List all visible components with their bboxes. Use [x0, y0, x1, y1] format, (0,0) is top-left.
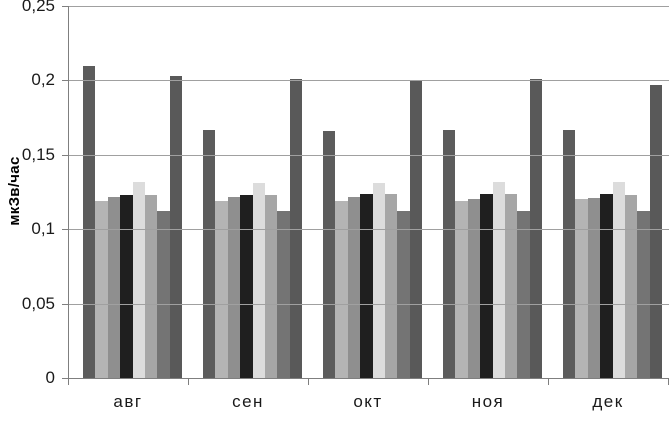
bar-group-ноя: [429, 6, 549, 378]
plot-area: [68, 6, 669, 379]
y-tick-label: 0,25: [21, 0, 55, 15]
bar-series-7-сен: [277, 211, 290, 378]
x-tick-label-дек: дек: [592, 392, 624, 411]
bar-groups: [69, 6, 669, 378]
bar-series-7-дек: [637, 211, 650, 378]
bar-series-1-дек: [563, 129, 576, 378]
x-axis-tick: [668, 379, 669, 385]
bar-series-8-авг: [169, 75, 182, 378]
bar-series-7-ноя: [517, 211, 530, 378]
bar-series-8-сен: [289, 78, 302, 378]
bar-group-окт: [309, 6, 429, 378]
bar-series-7-авг: [157, 211, 170, 378]
bar-series-2-дек: [575, 199, 588, 378]
bar-series-6-авг: [144, 195, 158, 378]
bar-series-2-ноя: [455, 200, 468, 378]
bar-series-5-дек: [612, 181, 625, 378]
y-tick-label: 0,15: [21, 145, 55, 164]
bar-series-2-сен: [215, 200, 228, 378]
gridline: [69, 155, 669, 156]
y-axis-tick: [62, 80, 68, 81]
x-axis-tick: [548, 379, 549, 385]
bar-series-4-окт: [360, 193, 373, 378]
bar-series-2-окт: [335, 200, 348, 378]
bar-series-4-сен: [240, 195, 253, 378]
x-tick-label-окт: окт: [353, 392, 383, 411]
gridline: [69, 229, 669, 230]
bar-series-4-ноя: [480, 193, 493, 378]
bar-series-6-ноя: [504, 193, 518, 378]
x-axis-tick: [68, 379, 69, 385]
bar-series-6-дек: [624, 195, 638, 378]
x-axis-tick: [188, 379, 189, 385]
bar-series-1-ноя: [443, 129, 456, 378]
bar-series-5-ноя: [492, 181, 505, 378]
y-axis-tick: [62, 229, 68, 230]
bar-series-3-окт: [347, 196, 361, 378]
x-axis-tick: [308, 379, 309, 385]
bar-series-3-дек: [587, 198, 601, 378]
y-axis-tick: [62, 378, 68, 379]
bar-series-5-окт: [372, 183, 385, 378]
bar-series-2-авг: [95, 200, 108, 378]
y-tick-label: 0: [45, 368, 55, 387]
bar-series-7-окт: [397, 211, 410, 378]
x-axis-tick: [428, 379, 429, 385]
bar-series-6-окт: [384, 193, 398, 378]
bar-group-авг: [69, 6, 189, 378]
bar-group-сен: [189, 6, 309, 378]
y-tick-label: 0,05: [21, 294, 55, 313]
bar-series-1-авг: [83, 65, 96, 378]
y-axis-tick: [62, 304, 68, 305]
bar-series-3-авг: [107, 196, 121, 378]
x-tick-label-ноя: ноя: [471, 392, 505, 411]
x-tick-label-сен: сен: [232, 392, 264, 411]
bar-series-5-сен: [252, 183, 265, 378]
y-tick-label: 0,1: [31, 219, 55, 238]
gridline: [69, 6, 669, 7]
bar-series-1-сен: [203, 129, 216, 378]
bar-series-4-дек: [600, 193, 613, 378]
gridline: [69, 80, 669, 81]
bar-series-8-дек: [649, 84, 662, 378]
gridline: [69, 304, 669, 305]
x-tick-label-авг: авг: [113, 392, 143, 411]
bar-series-1-окт: [323, 131, 336, 378]
y-axis-tick: [62, 6, 68, 7]
y-axis-tick: [62, 155, 68, 156]
y-tick-label: 0,2: [31, 70, 55, 89]
bar-series-6-сен: [264, 195, 278, 378]
bar-series-4-авг: [120, 195, 133, 378]
bar-group-дек: [549, 6, 669, 378]
bar-series-5-авг: [132, 181, 145, 378]
bar-series-8-ноя: [529, 78, 542, 378]
bar-series-3-ноя: [467, 199, 481, 378]
bar-series-3-сен: [227, 196, 241, 378]
